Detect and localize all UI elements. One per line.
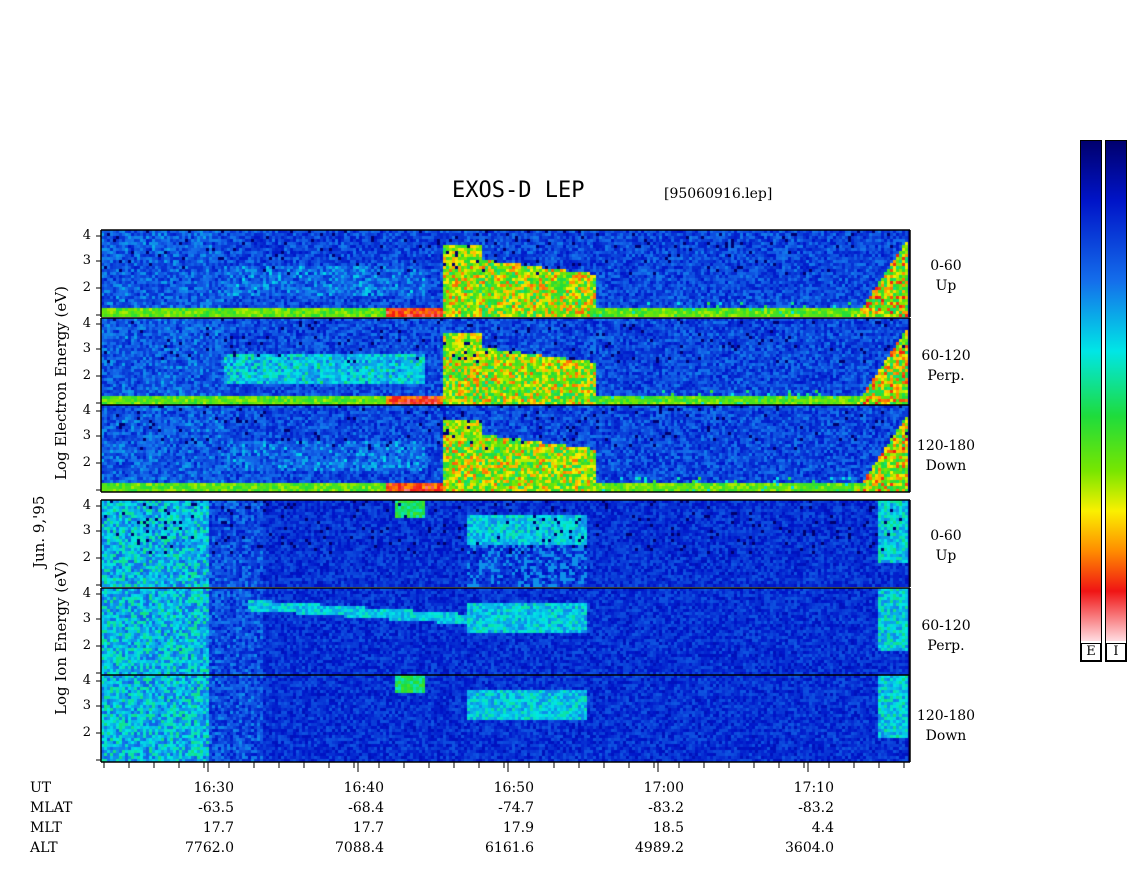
- file-name: [95060916.lep]: [664, 186, 773, 202]
- electron-axis-label: Log Electron Energy (eV): [52, 286, 70, 480]
- spectrogram-panel-i-down: [101, 675, 910, 762]
- panel-direction: Up: [935, 548, 957, 564]
- date-label: Jun. 9,'95: [30, 495, 48, 568]
- table-cell: 17:00: [643, 780, 684, 796]
- y-tick-label: 3: [82, 428, 91, 443]
- y-tick-label: 3: [82, 523, 91, 538]
- y-tick-label: 4: [82, 673, 91, 688]
- table-row-label: MLT: [30, 820, 62, 836]
- panel-direction: Perp.: [927, 638, 965, 654]
- spectrogram-panel-i-up: [101, 500, 910, 587]
- panel-label-e-perp: 60-120 Perp.: [916, 346, 976, 386]
- ion-colorbar: I: [1105, 140, 1127, 662]
- ion-axis-label: Log Ion Energy (eV): [52, 561, 70, 715]
- y-tick-label: 4: [82, 586, 91, 601]
- table-row-label: ALT: [30, 840, 58, 856]
- chart-title: EXOS-D LEP: [452, 178, 585, 203]
- panel-range: 0-60: [930, 528, 962, 544]
- table-row-label: UT: [30, 780, 52, 796]
- table-cell: 16:40: [343, 780, 384, 796]
- y-tick-label: 2: [82, 280, 91, 295]
- panel-range: 120-180: [916, 438, 976, 454]
- panel-direction: Down: [925, 458, 967, 474]
- table-cell: 7762.0: [185, 840, 234, 856]
- table-cell: 16:50: [493, 780, 534, 796]
- panel-range: 0-60: [930, 258, 962, 274]
- table-cell: 17.7: [202, 820, 234, 836]
- table-cell: 4.4: [811, 820, 834, 836]
- table-cell: 4989.2: [635, 840, 684, 856]
- ion-colorbar-label: I: [1106, 643, 1126, 661]
- y-tick-label: 2: [82, 638, 91, 653]
- electron-colorbar-label: E: [1081, 643, 1101, 661]
- table-cell: -83.2: [648, 800, 684, 816]
- table-cell: -83.2: [798, 800, 834, 816]
- spectrogram-panel-e-perp: [101, 318, 910, 405]
- panel-direction: Perp.: [927, 368, 965, 384]
- y-tick-label: 3: [82, 341, 91, 356]
- table-row-label: MLAT: [30, 800, 73, 816]
- y-tick-label: 4: [82, 498, 91, 513]
- spectrogram-panel-i-perp: [101, 588, 910, 675]
- y-tick-label: 4: [82, 228, 91, 243]
- y-tick-label: 3: [82, 698, 91, 713]
- electron-colorbar-gradient: [1081, 141, 1101, 641]
- y-tick-label: 2: [82, 368, 91, 383]
- panel-label-i-down: 120-180 Down: [916, 706, 976, 746]
- table-cell: -63.5: [198, 800, 234, 816]
- y-tick-label: 4: [82, 403, 91, 418]
- panel-direction: Up: [935, 278, 957, 294]
- table-cell: 17:10: [793, 780, 834, 796]
- y-tick-label: 2: [82, 550, 91, 565]
- y-tick-label: 2: [82, 725, 91, 740]
- table-cell: 16:30: [193, 780, 234, 796]
- ion-colorbar-gradient: [1106, 141, 1126, 641]
- y-tick-label: 4: [82, 316, 91, 331]
- table-cell: 7088.4: [335, 840, 384, 856]
- panel-range: 60-120: [921, 348, 971, 364]
- y-tick-label: 3: [82, 611, 91, 626]
- panel-label-i-up: 0-60 Up: [916, 526, 976, 566]
- table-cell: -68.4: [348, 800, 384, 816]
- y-tick-label: 2: [82, 455, 91, 470]
- panel-direction: Down: [925, 728, 967, 744]
- panel-label-e-down: 120-180 Down: [916, 436, 976, 476]
- spectrogram-panel-e-up: [101, 230, 910, 317]
- table-cell: 17.9: [502, 820, 534, 836]
- spectrogram-panel-e-down: [101, 405, 910, 492]
- y-tick-label: 3: [82, 253, 91, 268]
- panel-label-e-up: 0-60 Up: [916, 256, 976, 296]
- table-cell: -74.7: [498, 800, 534, 816]
- panel-label-i-perp: 60-120 Perp.: [916, 616, 976, 656]
- electron-colorbar: E: [1080, 140, 1102, 662]
- table-cell: 6161.6: [485, 840, 534, 856]
- panel-range: 60-120: [921, 618, 971, 634]
- table-cell: 18.5: [652, 820, 684, 836]
- table-cell: 17.7: [352, 820, 384, 836]
- table-cell: 3604.0: [785, 840, 834, 856]
- panel-range: 120-180: [916, 708, 976, 724]
